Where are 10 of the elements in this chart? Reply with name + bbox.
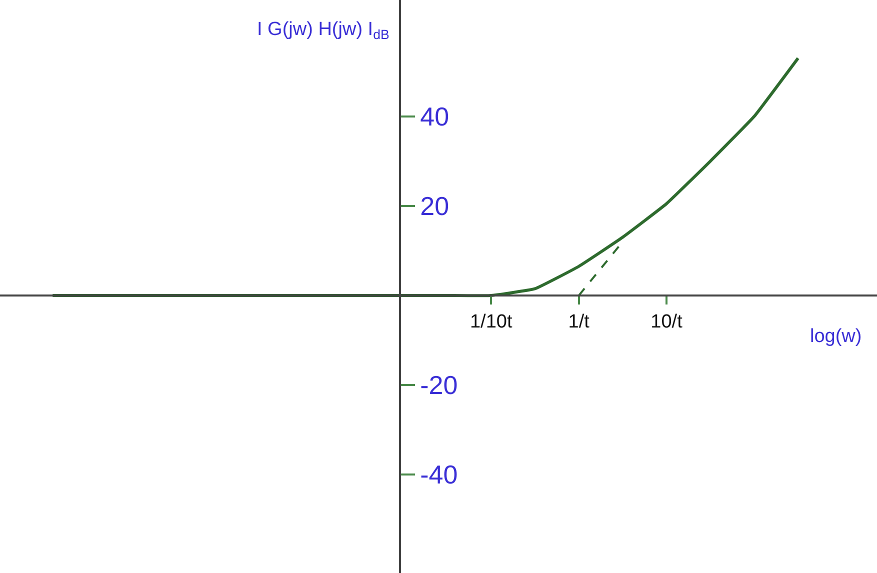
x-axis-title: log(w): [810, 326, 862, 347]
y-axis-title: I G(jw) H(jw) I$_{dB}$: [257, 19, 390, 42]
x-tick-label: 1/t: [568, 311, 590, 332]
line-series: [51, 56, 800, 298]
y-tick-label: -20: [420, 370, 458, 400]
y-tick-label: 20: [420, 191, 450, 222]
x-tick-label: 10/t: [650, 311, 684, 332]
x-tick-label: 1/10t: [470, 311, 513, 332]
y-tick-label: 40: [420, 101, 450, 132]
y-tick-label: -40: [420, 460, 458, 490]
